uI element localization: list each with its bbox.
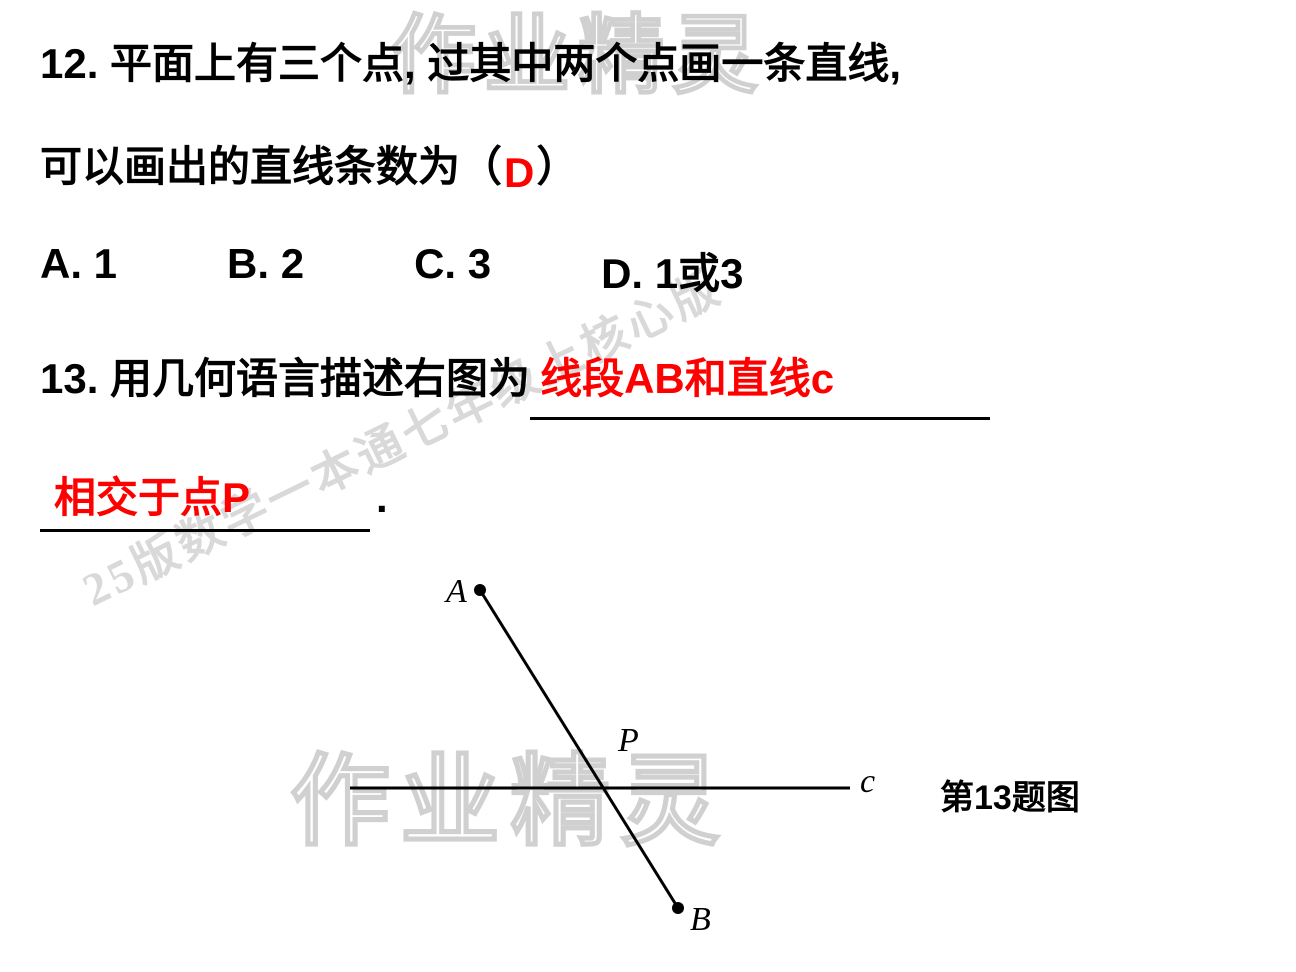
q13-blank1-answer: 线段AB和直线c [540,355,834,402]
svg-text:P: P [617,722,639,759]
q13-blank2-answer: 相交于点P [54,474,250,521]
q13-blank2: 相交于点P [40,464,370,532]
worksheet-content: 12. 平面上有三个点, 过其中两个点画一条直线, 可以画出的直线条数为（D） … [0,0,1296,552]
q12-text-line1: 12. 平面上有三个点, 过其中两个点画一条直线, [40,30,1256,97]
option-d: D. 1或3 [601,240,743,301]
q13-prompt: 13. 用几何语言描述右图为 [40,355,530,402]
q13-line1: 13. 用几何语言描述右图为线段AB和直线c [40,345,1256,419]
q13-period: . [376,474,388,521]
q12-line2-post: ） [536,143,578,190]
q12-answer: D [502,149,536,196]
svg-text:c: c [860,763,875,800]
option-c: C. 3 [414,240,491,301]
q12-options: A. 1 B. 2 C. 3 D. 1或3 [40,240,1256,301]
q12-line2-pre: 可以画出的直线条数为（ [40,143,502,190]
figure-caption: 第13题图 [940,770,1080,819]
svg-text:B: B [690,901,711,938]
q12-text-line2: 可以画出的直线条数为（D） [40,133,1256,200]
geometry-svg: c A P B [290,560,910,940]
q13-line2: 相交于点P. [40,464,1256,532]
q13-figure: c A P B [290,560,910,940]
option-b: B. 2 [227,240,304,301]
svg-text:A: A [444,573,467,610]
q13-blank1: 线段AB和直线c [530,345,990,419]
option-a: A. 1 [40,240,117,301]
